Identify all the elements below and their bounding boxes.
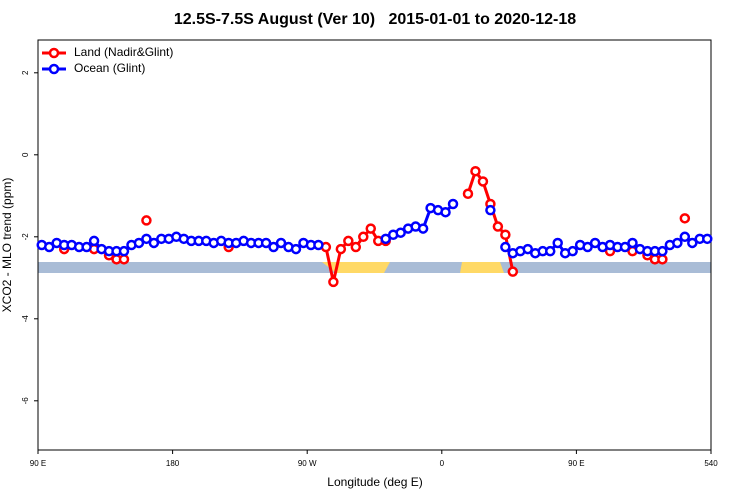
x-tick-label: 540: [704, 459, 718, 468]
point: [552, 237, 563, 249]
point: [522, 243, 534, 255]
point: [679, 231, 691, 243]
point: [507, 266, 519, 277]
point: [290, 243, 302, 255]
legend-marker: [48, 63, 60, 75]
point: [118, 245, 130, 257]
point: [477, 176, 489, 187]
point: [567, 245, 578, 257]
point: [657, 254, 668, 265]
chart-title: 12.5S-7.5S August (Ver 10) 2015-01-01 to…: [174, 11, 576, 28]
point: [118, 254, 130, 265]
land-ocean-mask: [38, 262, 711, 273]
point: [141, 233, 152, 245]
legend-label: Ocean (Glint): [74, 61, 145, 75]
land-band: [322, 262, 390, 273]
point: [260, 237, 272, 249]
point: [627, 237, 638, 249]
point: [268, 241, 279, 253]
y-tick-label: -6: [21, 397, 30, 405]
point: [358, 231, 369, 243]
y-tick-label: -2: [21, 233, 30, 241]
point: [447, 198, 459, 210]
point: [88, 235, 100, 247]
point: [582, 241, 593, 253]
y-tick-label: -4: [21, 315, 30, 323]
point: [141, 215, 152, 226]
x-axis-label: Longitude (deg E): [327, 475, 422, 489]
point: [702, 233, 713, 245]
point: [365, 223, 377, 234]
y-tick-label: 0: [21, 152, 30, 157]
legend-marker: [48, 47, 60, 59]
point: [544, 245, 556, 257]
point: [500, 229, 511, 240]
point: [148, 237, 160, 249]
point: [43, 241, 55, 253]
point: [350, 241, 362, 253]
land-band: [460, 262, 504, 273]
point: [687, 237, 698, 249]
point: [328, 276, 339, 288]
point: [313, 239, 324, 251]
x-tick-label: 0: [440, 459, 445, 468]
x-tick-label: 90 E: [568, 459, 584, 468]
point: [470, 165, 481, 177]
point: [492, 221, 504, 232]
point: [679, 213, 691, 224]
legend-label: Land (Nadir&Glint): [74, 45, 173, 59]
y-tick-label: 2: [21, 70, 30, 75]
point: [462, 188, 474, 199]
point: [619, 241, 631, 253]
point: [672, 237, 683, 249]
point: [500, 241, 511, 253]
point: [81, 241, 92, 253]
point: [343, 235, 354, 247]
point: [657, 245, 668, 257]
x-tick-label: 90 W: [298, 459, 317, 468]
point: [589, 237, 601, 249]
point: [485, 204, 496, 216]
x-tick-label: 90 E: [30, 459, 46, 468]
point: [335, 243, 347, 255]
x-tick-label: 180: [166, 459, 180, 468]
point: [380, 233, 391, 245]
point: [133, 237, 145, 249]
point: [395, 227, 406, 238]
point: [417, 223, 429, 234]
y-axis-label: XCO2 - MLO trend (ppm): [0, 178, 14, 313]
point: [275, 237, 287, 249]
point: [440, 206, 451, 218]
